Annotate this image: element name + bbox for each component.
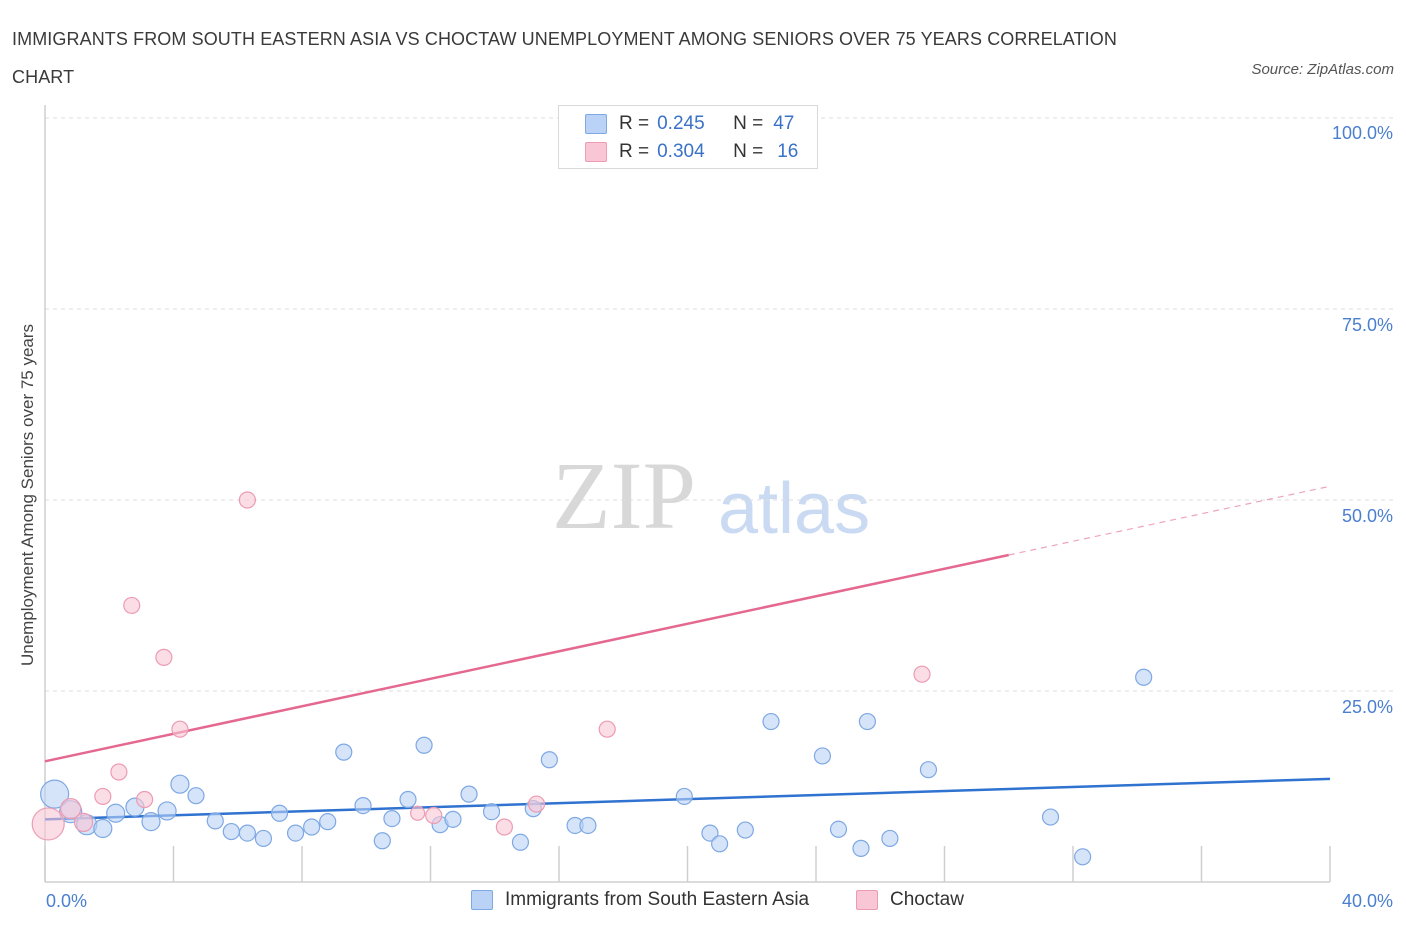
- legend-label: Choctaw: [890, 889, 964, 910]
- data-point: [110, 763, 128, 781]
- data-point: [598, 720, 616, 738]
- data-point: [303, 818, 321, 836]
- data-point: [852, 839, 870, 857]
- data-point: [675, 787, 693, 806]
- data-point: [238, 491, 256, 509]
- data-point: [881, 829, 899, 848]
- data-point: [94, 787, 112, 806]
- data-point: [171, 720, 189, 738]
- n-label: N =: [733, 141, 764, 162]
- data-point: [460, 785, 478, 803]
- data-point: [913, 665, 931, 683]
- data-point: [123, 596, 141, 615]
- r-label: R =: [619, 113, 650, 134]
- data-point: [319, 813, 337, 831]
- data-point: [135, 790, 154, 809]
- source-label: Source: ZipAtlas.com: [1251, 61, 1394, 78]
- data-point: [399, 790, 417, 809]
- n-value: 16: [777, 141, 799, 162]
- stats-row-blue: R = 0.245 N = 47: [585, 111, 794, 137]
- data-point: [444, 810, 462, 828]
- data-point: [170, 774, 190, 794]
- data-point: [858, 712, 877, 731]
- n-label: N =: [733, 113, 764, 134]
- grid-lines: [45, 117, 1395, 692]
- data-point: [579, 816, 597, 835]
- r-value: 0.245: [657, 113, 705, 134]
- data-point: [540, 751, 558, 769]
- n-value: 47: [773, 113, 795, 134]
- pink-swatch-icon: [856, 890, 878, 910]
- stats-legend: R = 0.245 N = 47 R = 0.304 N = 16: [558, 105, 818, 169]
- data-point: [238, 824, 256, 842]
- data-point: [31, 807, 65, 841]
- data-point: [373, 832, 391, 850]
- data-point: [415, 736, 433, 754]
- data-point: [495, 818, 513, 836]
- data-point: [383, 809, 401, 828]
- trend-line: [44, 553, 1010, 763]
- chart-title: IMMIGRANTS FROM SOUTH EASTERN ASIA VS CH…: [12, 29, 1117, 87]
- data-point: [286, 824, 305, 842]
- data-point: [829, 820, 848, 838]
- data-point: [335, 743, 353, 761]
- data-point: [187, 787, 205, 805]
- blue-swatch-icon: [471, 890, 493, 910]
- data-point: [736, 821, 754, 839]
- data-point: [813, 747, 832, 765]
- data-point: [157, 801, 177, 821]
- data-point: [106, 803, 126, 823]
- series-legend: Immigrants from South Eastern Asia Choct…: [0, 889, 1406, 915]
- data-point: [527, 795, 546, 813]
- data-point: [762, 712, 780, 731]
- axes: [44, 105, 1331, 883]
- data-point: [482, 803, 501, 821]
- stats-row-pink: R = 0.304 N = 16: [585, 139, 798, 165]
- x-tick-max: 40.0%: [1341, 891, 1393, 911]
- data-point: [40, 779, 70, 809]
- legend-item-sea: Immigrants from South Eastern Asia: [471, 889, 809, 911]
- data-point: [270, 804, 289, 822]
- data-point: [1041, 808, 1060, 826]
- data-point: [1074, 848, 1092, 866]
- data-point: [155, 648, 173, 666]
- r-label: R =: [619, 141, 650, 162]
- y-tick-25: 25.0%: [1341, 697, 1393, 717]
- data-point: [410, 805, 426, 821]
- r-value: 0.304: [657, 141, 705, 162]
- y-tick-100: 100.0%: [1331, 123, 1393, 143]
- data-point: [60, 798, 82, 820]
- data-point: [711, 835, 729, 853]
- data-point: [354, 796, 372, 815]
- data-point: [73, 812, 94, 833]
- data-point: [93, 818, 113, 839]
- data-point: [222, 822, 240, 841]
- pink-swatch-icon: [585, 142, 607, 162]
- data-point: [1135, 668, 1153, 686]
- data-point: [919, 761, 938, 779]
- y-tick-50: 50.0%: [1341, 506, 1393, 526]
- x-tick-min: 0.0%: [46, 891, 88, 911]
- trend-lines: [44, 485, 1331, 821]
- trend-line-extension: [1008, 485, 1331, 556]
- data-point: [701, 824, 719, 842]
- legend-label: Immigrants from South Eastern Asia: [505, 889, 810, 910]
- watermark-zip: ZIP: [552, 442, 696, 549]
- data-point: [511, 833, 530, 851]
- data-point: [206, 812, 224, 830]
- y-tick-75: 75.0%: [1341, 315, 1393, 335]
- blue-swatch-icon: [585, 114, 607, 134]
- data-point: [141, 812, 161, 832]
- data-point: [425, 806, 443, 825]
- data-point: [254, 829, 273, 848]
- data-points: [31, 491, 1153, 866]
- watermark-atlas: atlas: [718, 469, 871, 549]
- legend-item-choctaw: Choctaw: [856, 889, 964, 911]
